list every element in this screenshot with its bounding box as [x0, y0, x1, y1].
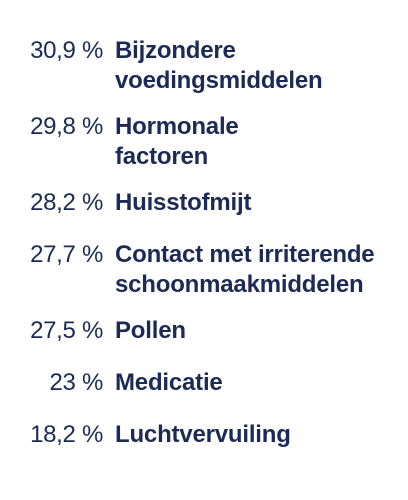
item-label: Luchtvervuiling	[115, 420, 400, 450]
percent-value: 30,9 %	[30, 37, 103, 64]
item-label-line: Bijzondere	[115, 37, 236, 64]
item-label-line: Pollen	[115, 317, 186, 344]
item-label-line: Hormonale	[115, 113, 239, 140]
list-item: 27,5 % Pollen	[0, 316, 408, 346]
item-label: Hormonale factoren	[115, 112, 400, 172]
item-label-line: factoren	[115, 143, 209, 170]
list-item: 29,8 % Hormonale factoren	[0, 112, 408, 172]
list-item: 18,2 % Luchtvervuiling	[0, 420, 408, 450]
percent-value: 29,8 %	[30, 113, 103, 140]
item-label-line: Medicatie	[115, 369, 223, 396]
item-label-line: Huisstofmijt	[115, 189, 252, 216]
item-label-line: voedingsmiddelen	[115, 67, 323, 94]
percent-value: 28,2 %	[30, 189, 103, 216]
percent-value: 27,7 %	[30, 241, 103, 268]
list-item: 23 % Medicatie	[0, 368, 408, 398]
item-label: Bijzondere voedingsmiddelen	[115, 36, 400, 96]
item-label-line: Luchtvervuiling	[115, 421, 291, 448]
item-label: Contact met irriterende schoonmaakmiddel…	[115, 240, 400, 300]
percent-value: 23 %	[49, 369, 103, 396]
list-item: 30,9 % Bijzondere voedingsmiddelen	[0, 36, 408, 96]
list-item: 27,7 % Contact met irriterende schoonmaa…	[0, 240, 408, 300]
item-label-line: Contact met irriterende	[115, 241, 375, 268]
percentage-list: 30,9 % Bijzondere voedingsmiddelen 29,8 …	[0, 36, 408, 450]
item-label-line: schoonmaakmiddelen	[115, 271, 364, 298]
item-label: Medicatie	[115, 368, 400, 398]
percent-value: 27,5 %	[30, 317, 103, 344]
item-label: Pollen	[115, 316, 400, 346]
percent-value: 18,2 %	[30, 421, 103, 448]
list-item: 28,2 % Huisstofmijt	[0, 188, 408, 218]
item-label: Huisstofmijt	[115, 188, 400, 218]
